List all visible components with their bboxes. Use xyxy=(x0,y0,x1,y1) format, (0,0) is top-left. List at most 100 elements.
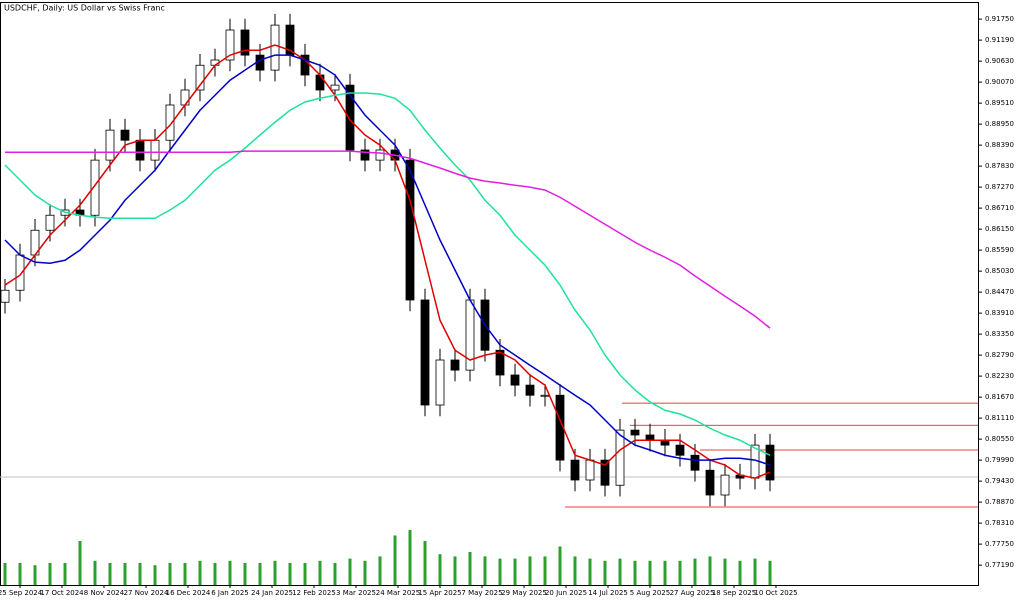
candle-body xyxy=(585,459,595,481)
x-tick-label: 6 Jan 2025 xyxy=(211,589,249,597)
volume-bar xyxy=(633,560,637,585)
y-tick-label: 0.86710 xyxy=(985,204,1014,212)
y-tick-label: 0.90070 xyxy=(985,78,1014,86)
volume-bar xyxy=(33,565,37,585)
x-tick-label: 10 Oct 2025 xyxy=(754,589,797,597)
candle-body xyxy=(435,359,445,406)
candle-body xyxy=(705,469,715,496)
candle-body xyxy=(195,64,205,91)
volume-bar xyxy=(3,563,7,585)
candle-body xyxy=(270,24,280,71)
volume-bar xyxy=(723,558,727,585)
volume-bar xyxy=(78,541,82,585)
candle-body xyxy=(105,129,115,161)
volume-bar xyxy=(603,560,607,585)
volume-bar xyxy=(183,563,187,585)
y-tick-label: 0.79990 xyxy=(985,456,1014,464)
candle-body xyxy=(615,429,625,486)
candle-body xyxy=(765,444,775,481)
y-tick-label: 0.88390 xyxy=(985,141,1014,149)
volume-bar xyxy=(468,552,472,585)
volume-bar xyxy=(693,558,697,585)
candle-body xyxy=(375,149,385,161)
volume-bar xyxy=(393,535,397,585)
x-tick-label: 27 Aug 2025 xyxy=(670,589,715,597)
volume-bar xyxy=(288,563,292,585)
candle-body xyxy=(600,459,610,486)
volume-bar xyxy=(558,546,562,585)
y-tick-label: 0.82230 xyxy=(985,372,1014,380)
volume-bar xyxy=(498,558,502,585)
y-tick-label: 0.78310 xyxy=(985,519,1014,527)
candle-body xyxy=(45,214,55,231)
x-tick-label: 17 Oct 2024 xyxy=(40,589,84,597)
candle-body xyxy=(120,129,130,141)
candle-body xyxy=(315,74,325,91)
volume-bar xyxy=(153,565,157,585)
y-tick-label: 0.90630 xyxy=(985,57,1014,65)
volume-bar xyxy=(228,560,232,585)
candle-body xyxy=(525,384,535,396)
plot-frame xyxy=(0,2,979,586)
y-tick-label: 0.86150 xyxy=(985,225,1014,233)
candle-body xyxy=(420,299,430,406)
volume-bar xyxy=(648,560,652,585)
volume-bar xyxy=(438,554,442,585)
y-tick-label: 0.77750 xyxy=(985,540,1014,548)
y-tick-label: 0.80550 xyxy=(985,435,1014,443)
x-tick-label: 8 Nov 2024 xyxy=(84,589,125,597)
candle-body xyxy=(0,289,10,303)
y-tick-label: 0.77190 xyxy=(985,561,1014,569)
y-tick-label: 0.78870 xyxy=(985,498,1014,506)
volume-bar xyxy=(123,563,127,585)
y-tick-label: 0.89510 xyxy=(985,99,1014,107)
y-tick-label: 0.87270 xyxy=(985,183,1014,191)
y-tick-label: 0.88950 xyxy=(985,120,1014,128)
volume-bar xyxy=(618,558,622,585)
x-tick-label: 15 Apr 2025 xyxy=(418,589,461,597)
volume-bar xyxy=(738,560,742,585)
candle-body xyxy=(330,84,340,91)
volume-bar xyxy=(348,558,352,585)
volume-bar xyxy=(273,560,277,585)
y-tick-label: 0.85590 xyxy=(985,246,1014,254)
candle-body xyxy=(180,89,190,106)
volume-bar xyxy=(768,560,772,585)
volume-bar xyxy=(303,563,307,585)
y-tick-label: 0.91750 xyxy=(985,15,1014,23)
y-tick-label: 0.81670 xyxy=(985,393,1014,401)
candle-body xyxy=(675,444,685,456)
x-tick-label: 25 Sep 2024 xyxy=(0,589,43,597)
volume-bar xyxy=(753,558,757,585)
moving-average xyxy=(4,54,771,466)
volume-bar xyxy=(318,560,322,585)
moving-average xyxy=(5,150,771,329)
candle-body xyxy=(570,459,580,481)
volume-bar xyxy=(168,563,172,585)
y-tick-label: 0.85030 xyxy=(985,267,1014,275)
candle-body xyxy=(165,104,175,141)
candle-body xyxy=(645,434,655,441)
volume-bar xyxy=(423,541,427,585)
volume-bar xyxy=(513,558,517,585)
moving-average xyxy=(4,92,771,456)
candle-body xyxy=(360,149,370,161)
candle-body xyxy=(90,159,100,216)
volume-bar xyxy=(663,560,667,585)
y-tick-label: 0.82790 xyxy=(985,351,1014,359)
volume-bar xyxy=(138,563,142,585)
x-tick-label: 7 May 2025 xyxy=(461,589,502,597)
x-tick-label: 27 Nov 2024 xyxy=(124,589,169,597)
volume-bar xyxy=(708,556,712,585)
volume-bar xyxy=(678,560,682,585)
chart-title: USDCHF, Daily: US Dollar vs Swiss Franc xyxy=(4,4,165,13)
x-tick-label: 16 Dec 2024 xyxy=(166,589,211,597)
volume-bar xyxy=(483,556,487,585)
x-tick-label: 29 May 2025 xyxy=(501,589,547,597)
candle-body xyxy=(450,359,460,371)
volume-bar xyxy=(378,556,382,585)
volume-bar xyxy=(573,556,577,585)
candle-body xyxy=(405,159,415,301)
volume-bar xyxy=(93,560,97,585)
candle-body xyxy=(240,29,250,56)
